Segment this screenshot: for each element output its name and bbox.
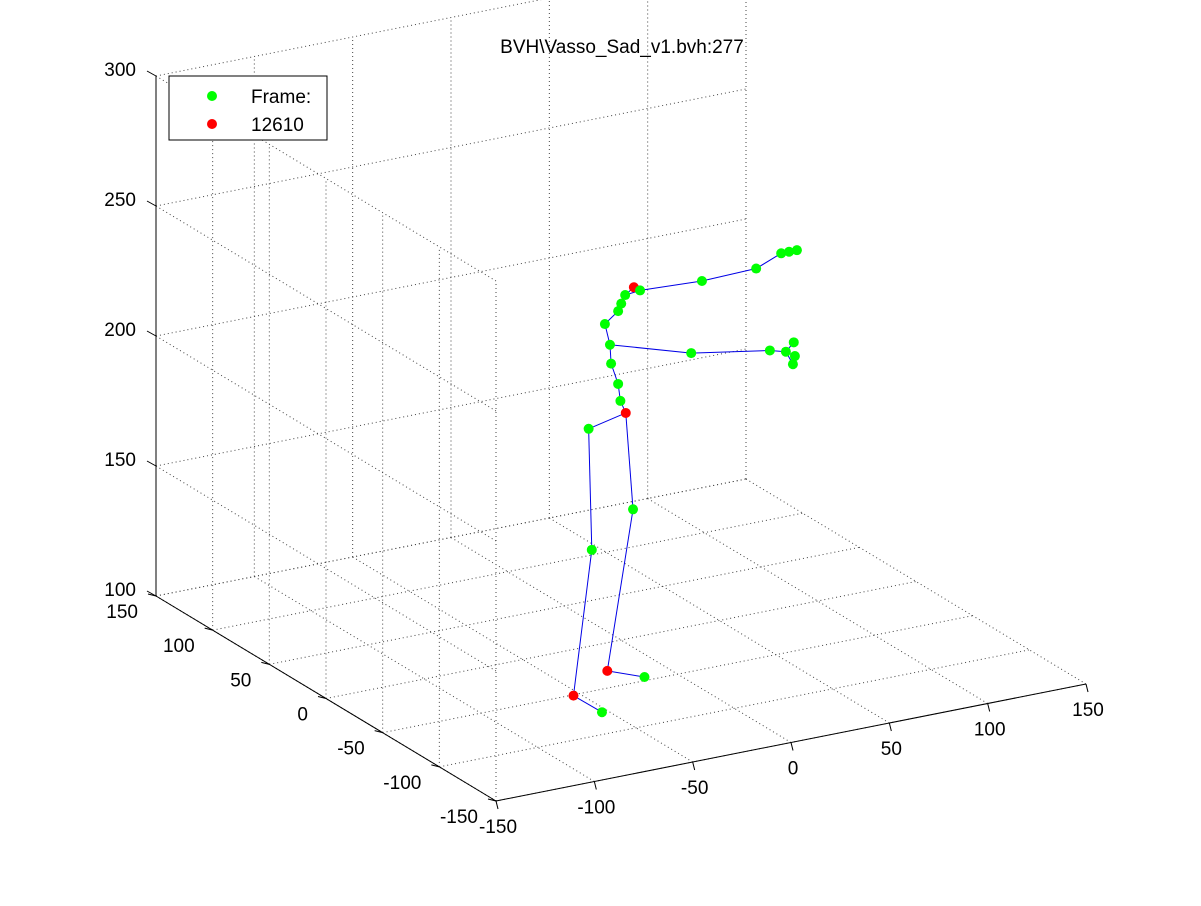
y-tick-label: 150 bbox=[106, 602, 138, 623]
joint-r-elbow bbox=[751, 264, 761, 274]
joint-l-hip bbox=[584, 424, 594, 434]
y-tick-label: 50 bbox=[230, 670, 251, 691]
z-tick-label: 100 bbox=[104, 580, 136, 601]
legend-label-frame: Frame: bbox=[251, 87, 311, 108]
joint-r-knee bbox=[628, 504, 638, 514]
joint-head bbox=[620, 290, 630, 300]
legend-marker-frame bbox=[207, 91, 217, 101]
joint-r-shoulder bbox=[697, 276, 707, 286]
x-tick-label: 0 bbox=[788, 759, 799, 780]
joint-spine-4 bbox=[613, 306, 623, 316]
joint-hips bbox=[621, 408, 631, 418]
y-tick-label: -100 bbox=[383, 773, 421, 794]
joint-hips-upper bbox=[615, 396, 625, 406]
joint-l-elbow bbox=[765, 345, 775, 355]
x-tick-label: -150 bbox=[479, 817, 517, 838]
joint-l-toe bbox=[597, 707, 607, 717]
z-tick-label: 250 bbox=[104, 190, 136, 211]
joint-l-knee bbox=[587, 545, 597, 555]
y-tick-label: 100 bbox=[163, 636, 195, 657]
legend-label-12610: 12610 bbox=[251, 115, 304, 136]
joint-spine-0 bbox=[613, 379, 623, 389]
joint-r-ankle bbox=[602, 666, 612, 676]
z-tick-label: 300 bbox=[104, 60, 136, 81]
x-tick-label: 150 bbox=[1072, 700, 1104, 721]
joint-neck bbox=[635, 285, 645, 295]
joint-r-toe bbox=[640, 672, 650, 682]
y-tick-label: -150 bbox=[440, 807, 478, 828]
joint-l-hand-2 bbox=[789, 337, 799, 347]
joint-r-hand-3 bbox=[792, 245, 802, 255]
joint-spine-2 bbox=[605, 340, 615, 350]
x-tick-label: -100 bbox=[577, 798, 615, 819]
legend: Frame: 12610 bbox=[169, 76, 327, 140]
x-tick-label: 50 bbox=[881, 739, 902, 760]
y-tick-label: 0 bbox=[297, 705, 308, 726]
legend-marker-12610 bbox=[207, 119, 217, 129]
chart-title: BVH\Vasso_Sad_v1.bvh:277 bbox=[500, 37, 744, 58]
y-tick-label: -50 bbox=[337, 739, 364, 760]
joint-l-arm-1 bbox=[686, 348, 696, 358]
z-tick-label: 200 bbox=[104, 320, 136, 341]
z-tick-label: 150 bbox=[104, 450, 136, 471]
joint-spine-1 bbox=[606, 359, 616, 369]
x-tick-label: 100 bbox=[974, 720, 1006, 741]
x-tick-label: -50 bbox=[681, 778, 708, 799]
joint-l-hand-1 bbox=[781, 347, 791, 357]
joint-l-ankle bbox=[568, 691, 578, 701]
joint-spine-3 bbox=[600, 319, 610, 329]
joint-l-hand-4 bbox=[788, 359, 798, 369]
